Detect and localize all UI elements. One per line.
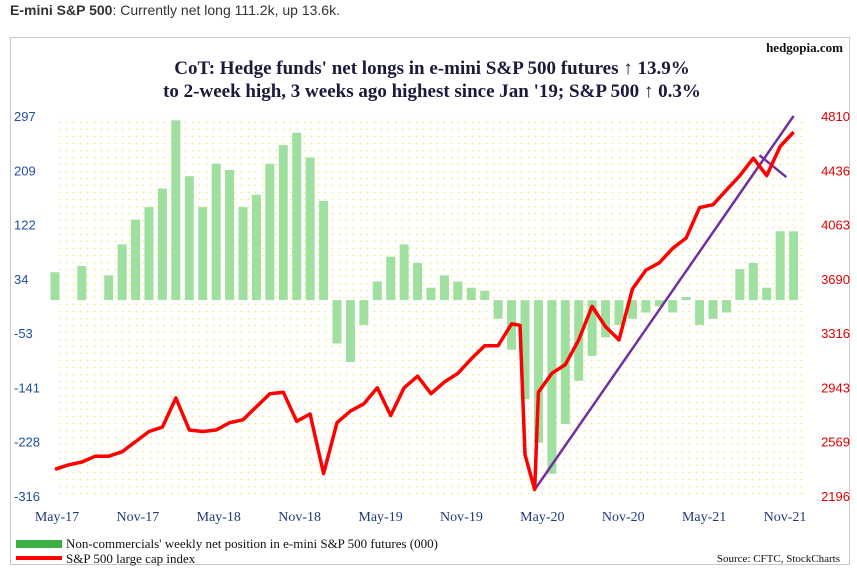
right-axis-tick-label: 2569 (821, 435, 850, 450)
legend-swatch-bars (16, 540, 62, 548)
bar (681, 297, 691, 301)
bar (413, 262, 423, 301)
bar (493, 300, 503, 319)
chart-frame (10, 37, 850, 565)
bar (547, 300, 557, 474)
right-axis-tick-label: 2943 (821, 380, 850, 395)
trendline (533, 115, 795, 491)
bar (735, 269, 745, 301)
left-axis-tick-label: 122 (14, 218, 36, 233)
bar (399, 244, 409, 301)
bar (265, 163, 275, 301)
chart-title-line1: CoT: Hedge funds' net longs in e-mini S&… (174, 58, 690, 79)
x-axis-tick-label: May-18 (197, 510, 241, 525)
x-axis-tick-label: May-21 (682, 510, 726, 525)
right-axis-tick-label: 2196 (821, 489, 850, 504)
left-axis-tick-label: -53 (14, 326, 33, 341)
bar (614, 300, 624, 325)
bar (372, 281, 382, 301)
plot-area (55, 116, 807, 496)
right-axis-tick-label: 4063 (821, 218, 850, 233)
left-axis-tick-label: 209 (14, 163, 36, 178)
left-axis-tick-label: -141 (14, 380, 40, 395)
bar (211, 163, 221, 301)
bar (157, 188, 167, 301)
bar (533, 300, 543, 443)
bar (695, 300, 705, 325)
bar (184, 176, 194, 301)
bar (668, 300, 678, 313)
bar (748, 262, 758, 301)
bar (721, 300, 731, 313)
bar (789, 231, 799, 301)
bar (238, 207, 248, 301)
x-axis-tick-label: Nov-17 (116, 510, 159, 525)
bar (359, 300, 369, 325)
left-axis-tick-label: 34 (14, 272, 28, 287)
x-axis-tick-label: Nov-19 (440, 510, 483, 525)
caption-bold: E-mini S&P 500 (10, 2, 113, 18)
bar (439, 275, 449, 301)
bar (278, 145, 288, 301)
bar-series (50, 120, 799, 474)
right-axis-tick-label: 3690 (821, 272, 850, 287)
watermark: hedgopia.com (766, 40, 843, 55)
legend-label-line: S&P 500 large cap index (66, 551, 196, 566)
bar (104, 275, 114, 301)
x-axis-tick-label: May-20 (520, 510, 564, 525)
bar (654, 300, 664, 307)
bar (466, 287, 476, 301)
bar (198, 207, 208, 301)
right-axis-tick-label: 4436 (821, 163, 850, 178)
bar (775, 231, 785, 301)
caption-rest: : Currently net long 111.2k, up 13.6k. (112, 2, 340, 18)
bar (601, 300, 611, 338)
page-caption: E-mini S&P 500: Currently net long 111.2… (10, 2, 340, 18)
axes: 297 209 122 34 -53 -141 -228 -316 4810 4436 4063 36… (14, 109, 850, 525)
bar (708, 300, 718, 319)
x-axis-tick-label: Nov-21 (764, 510, 807, 525)
x-axis-tick-label: May-17 (35, 510, 79, 525)
bar (225, 169, 235, 301)
x-axis-tick-label: Nov-20 (602, 510, 645, 525)
bar (762, 287, 772, 301)
legend-label-bars: Non-commercials' weekly net position in … (66, 536, 438, 551)
chart-title-line2: to 2-week high, 3 weeks ago highest sinc… (163, 81, 701, 102)
bar (386, 256, 396, 301)
x-axis-tick-label: Nov-18 (278, 510, 321, 525)
bar (50, 272, 60, 301)
right-axis-tick-label: 4810 (821, 109, 850, 124)
sp500-line (54, 130, 795, 492)
legend: Non-commercials' weekly net position in … (16, 536, 438, 566)
left-axis-tick-label: -228 (14, 435, 40, 450)
bar (480, 290, 490, 301)
bar (305, 157, 315, 301)
bar (520, 300, 530, 400)
bar (627, 300, 637, 319)
source-note: Source: CFTC, StockCharts (717, 553, 840, 565)
line-series (54, 130, 795, 492)
bar (77, 266, 87, 301)
bar (345, 300, 355, 363)
bar (332, 300, 342, 344)
bar (171, 120, 181, 301)
bar (319, 200, 329, 301)
x-axis-tick-label: May-19 (358, 510, 402, 525)
bar (641, 300, 651, 313)
bar (117, 244, 127, 301)
bar (131, 219, 141, 301)
bar (426, 287, 436, 301)
bar (453, 281, 463, 301)
bar (144, 207, 154, 301)
bar (292, 132, 302, 301)
legend-swatch-line (16, 556, 62, 560)
right-axis-tick-label: 3316 (821, 326, 850, 341)
left-axis-tick-label: 297 (14, 109, 36, 124)
bar (251, 194, 261, 301)
left-axis-tick-label: -316 (14, 489, 40, 504)
bar (587, 300, 597, 356)
